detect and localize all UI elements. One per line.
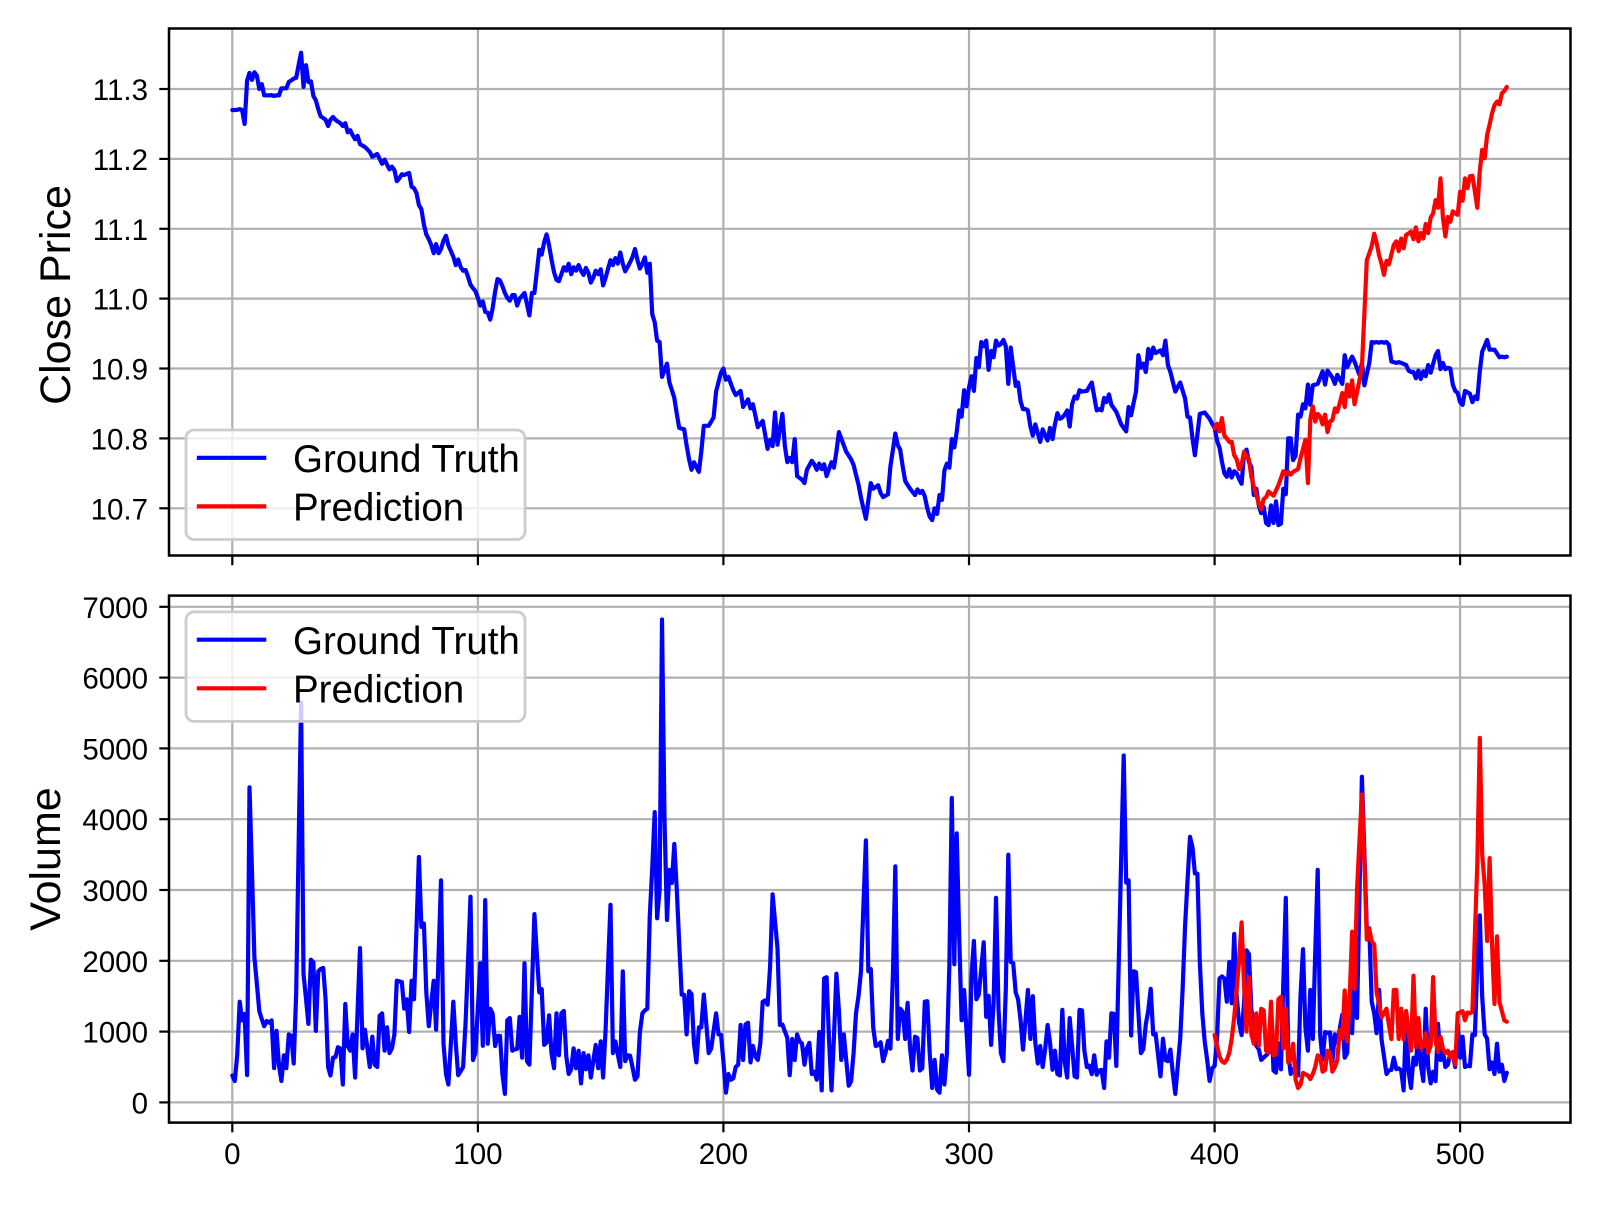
svg-text:Close Price: Close Price: [32, 185, 80, 405]
svg-text:100: 100: [453, 1138, 502, 1171]
svg-text:0: 0: [132, 1087, 148, 1120]
svg-text:Prediction: Prediction: [293, 668, 464, 711]
svg-text:6000: 6000: [82, 663, 148, 696]
svg-text:11.2: 11.2: [93, 144, 148, 177]
svg-text:Volume: Volume: [22, 787, 70, 930]
svg-text:11.1: 11.1: [93, 214, 148, 247]
svg-text:2000: 2000: [82, 946, 148, 979]
svg-text:10.7: 10.7: [91, 493, 148, 526]
svg-text:500: 500: [1435, 1138, 1484, 1171]
svg-text:1000: 1000: [82, 1017, 148, 1050]
svg-text:10.8: 10.8: [91, 423, 148, 456]
svg-text:200: 200: [699, 1138, 748, 1171]
svg-text:11.0: 11.0: [93, 284, 148, 317]
svg-text:Ground Truth: Ground Truth: [293, 438, 520, 481]
svg-text:300: 300: [944, 1138, 993, 1171]
svg-text:0: 0: [224, 1138, 240, 1171]
svg-text:4000: 4000: [82, 804, 148, 837]
svg-text:11.3: 11.3: [93, 74, 148, 107]
svg-text:400: 400: [1190, 1138, 1239, 1171]
svg-text:7000: 7000: [82, 592, 148, 625]
svg-text:Prediction: Prediction: [293, 487, 464, 530]
svg-text:3000: 3000: [82, 875, 148, 908]
svg-text:5000: 5000: [82, 733, 148, 766]
svg-text:Ground Truth: Ground Truth: [293, 620, 520, 663]
svg-text:10.9: 10.9: [91, 354, 148, 387]
